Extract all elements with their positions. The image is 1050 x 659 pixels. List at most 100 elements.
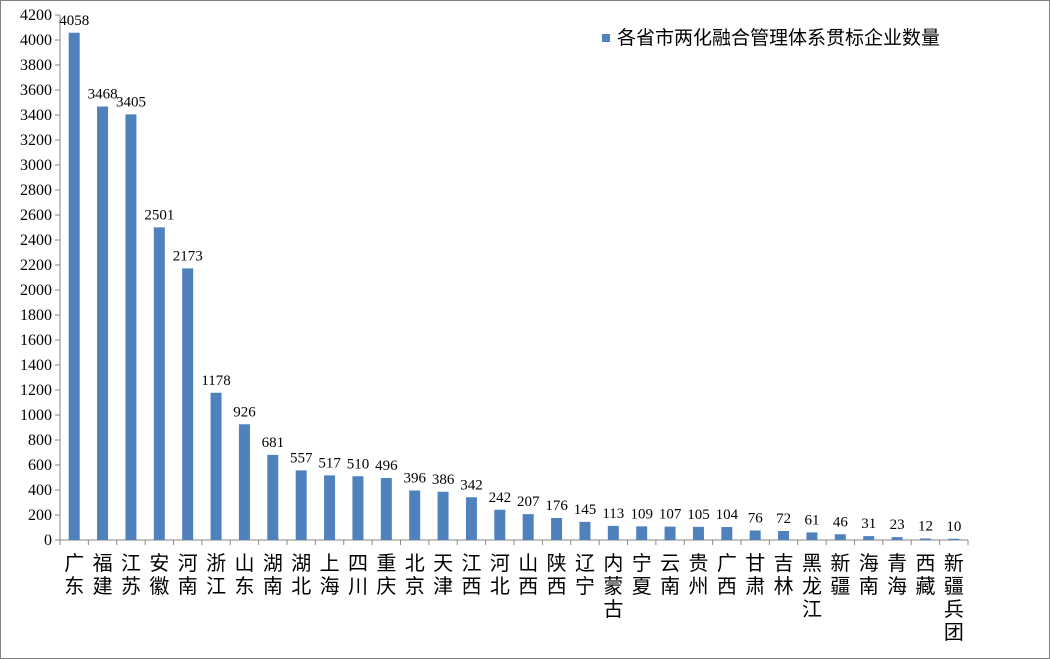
bar [863,536,875,540]
y-tick-label: 2800 [20,182,52,199]
bar [749,530,761,540]
y-tick-label: 1800 [20,307,52,324]
y-tick-label: 1600 [20,332,52,349]
bar [210,392,222,540]
data-label: 72 [776,511,791,527]
x-tick-label: 重庆 [376,551,396,598]
bar [579,521,591,540]
y-tick-label: 1200 [20,382,52,399]
data-label: 517 [318,455,341,471]
x-tick-label: 安徽 [149,551,169,598]
bar [68,32,80,540]
x-tick-label: 福建 [93,551,113,598]
x-tick-label: 宁夏 [632,551,652,598]
x-tick-label: 江西 [461,551,481,598]
x-tick-label: 新疆兵团 [944,551,964,644]
data-label: 557 [290,450,313,466]
data-label: 10 [946,519,961,535]
bar [409,490,421,540]
bar [153,227,165,540]
x-tick-label: 天津 [433,551,453,598]
x-tick-label: 辽宁 [575,551,595,598]
bar [551,518,563,540]
data-label: 3468 [88,87,118,103]
data-label: 681 [262,435,285,451]
y-tick-label: 3200 [20,132,52,149]
bar [607,525,619,540]
data-label: 107 [659,507,682,523]
data-label: 176 [545,498,568,514]
y-tick-label: 1000 [20,407,52,424]
bar [778,531,790,540]
y-tick-label: 4000 [20,32,52,49]
x-tick-label: 贵州 [688,551,708,598]
data-label: 2501 [144,207,174,223]
category-labels: 广东福建江苏安徽河南浙江山东湖南湖北上海四川重庆北京天津江西河北山西陕西辽宁内蒙… [64,551,964,644]
x-tick-label: 广西 [717,551,737,598]
data-label: 396 [403,471,426,487]
bar [97,106,109,540]
bar [125,114,137,540]
data-label: 242 [489,490,512,506]
x-tick-label: 浙江 [206,551,226,598]
x-tick-label: 陕西 [547,551,567,598]
y-tick-label: 3800 [20,57,52,74]
data-label: 3405 [116,94,146,110]
data-label: 926 [233,404,256,420]
bar [806,532,818,540]
data-label: 113 [602,506,624,522]
data-label: 2173 [173,248,203,264]
bar [182,268,194,540]
x-tick-label: 湖北 [291,551,311,598]
x-tick-label: 四川 [348,551,368,598]
bar [919,538,931,540]
y-axis: 0 200 400 600 800 1000 1200 1400 1600 1800 2000 220… [20,7,61,549]
data-label: 496 [375,458,398,474]
data-label: 61 [804,512,819,528]
data-label: 12 [918,519,933,535]
y-tick-label: 2600 [20,207,52,224]
data-label: 1178 [201,373,230,389]
y-tick-label: 3600 [20,82,52,99]
bar [636,526,648,540]
y-tick-label: 0 [44,532,52,549]
x-tick-label: 北京 [405,551,425,598]
data-label: 342 [460,477,483,493]
bar [238,424,250,540]
bar [948,538,960,540]
x-tick-label: 青海 [887,551,907,598]
x-axis [59,539,969,545]
bar [324,475,336,540]
bar [465,497,477,540]
data-label: 23 [890,517,905,533]
x-tick-label: 云南 [660,551,680,598]
y-tick-label: 2200 [20,257,52,274]
data-label: 109 [630,506,653,522]
x-tick-label: 西藏 [915,551,935,598]
bar [494,509,506,540]
x-tick-label: 河南 [178,551,198,598]
data-label: 4058 [59,13,89,29]
data-label: 104 [716,507,739,523]
bar [352,476,364,540]
x-tick-label: 广东 [64,551,84,598]
bar [692,526,704,540]
legend-swatch [602,34,610,42]
x-tick-label: 山东 [234,551,254,598]
bar [295,470,307,540]
data-label: 46 [833,514,849,530]
x-tick-label: 湖南 [263,551,283,598]
y-tick-label: 3400 [20,107,52,124]
x-tick-label: 新疆 [830,551,850,598]
y-tick-label: 600 [28,457,52,474]
data-label: 31 [861,516,876,532]
x-tick-label: 上海 [320,551,340,598]
x-tick-label: 黑龙江 [802,551,822,621]
x-tick-label: 海南 [859,551,879,598]
data-label: 145 [574,502,597,518]
y-tick-label: 400 [28,482,52,499]
y-tick-label: 4200 [20,7,52,24]
data-label: 105 [687,507,710,523]
